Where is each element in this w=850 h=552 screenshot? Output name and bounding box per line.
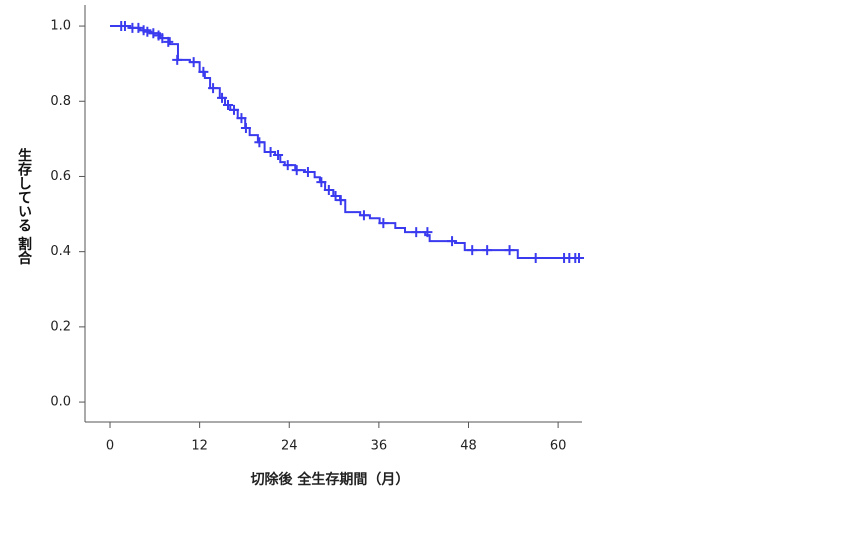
- censor-mark: [291, 165, 302, 176]
- x-tick-label: 48: [460, 439, 477, 454]
- censor-mark: [316, 177, 327, 188]
- x-axis-label: 切除後 全生存期間（月）: [251, 471, 410, 488]
- censor-mark: [467, 245, 478, 256]
- y-tick-label: 0.4: [50, 244, 71, 259]
- censor-mark: [282, 160, 293, 171]
- censor-mark: [504, 245, 515, 256]
- censor-mark: [273, 150, 284, 161]
- x-tick-label: 36: [371, 439, 388, 454]
- censor-mark: [335, 195, 346, 206]
- survival-curve: [110, 25, 581, 260]
- censor-mark: [223, 100, 234, 111]
- censor-mark: [217, 92, 228, 103]
- censor-mark: [378, 218, 389, 229]
- censor-mark: [323, 184, 334, 195]
- censor-mark: [254, 137, 265, 148]
- y-tick-label: 0.8: [50, 94, 71, 109]
- y-tick-label: 0.0: [50, 395, 71, 410]
- censor-mark: [208, 83, 219, 94]
- censor-mark: [119, 21, 130, 32]
- censor-mark: [236, 113, 247, 124]
- x-tick-label: 60: [550, 439, 567, 454]
- x-tick-label: 0: [106, 439, 114, 454]
- censor-mark: [163, 36, 174, 47]
- censor-mark: [240, 122, 251, 133]
- y-tick-label: 0.2: [50, 319, 71, 334]
- censor-mark: [157, 33, 168, 44]
- censor-mark: [148, 28, 159, 39]
- censor-mark: [411, 227, 422, 238]
- censor-mark: [574, 253, 585, 264]
- y-axis-label: 生存している 割合: [16, 148, 32, 265]
- censor-mark: [447, 236, 458, 247]
- censor-mark: [302, 166, 313, 177]
- censor-mark: [330, 191, 341, 202]
- censor-mark: [198, 66, 209, 77]
- censor-mark: [422, 227, 433, 238]
- censor-mark: [228, 104, 239, 115]
- censor-mark: [142, 26, 153, 37]
- censor-mark: [133, 22, 144, 33]
- censor-mark: [188, 57, 199, 68]
- x-tick-label: 12: [191, 439, 208, 454]
- censor-mark: [265, 147, 276, 158]
- censor-mark: [358, 210, 369, 221]
- x-tick-label: 24: [281, 439, 298, 454]
- y-tick-label: 0.6: [50, 169, 71, 184]
- censor-mark: [482, 245, 493, 256]
- censor-mark: [530, 253, 541, 264]
- y-tick-label: 1.0: [50, 19, 71, 34]
- censor-mark: [172, 54, 183, 65]
